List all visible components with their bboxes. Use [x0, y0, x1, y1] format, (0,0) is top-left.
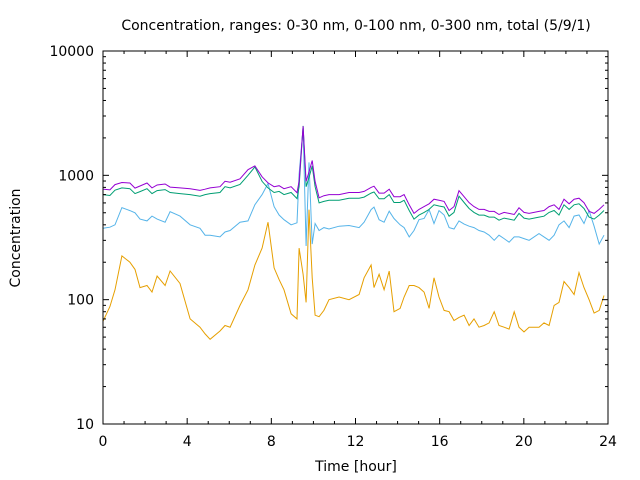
x-tick-label: 20 — [515, 434, 533, 450]
x-tick-label: 4 — [183, 434, 192, 450]
series-line-0-30-nm — [102, 209, 605, 340]
series-layer — [102, 125, 605, 340]
x-axis-label: Time [hour] — [314, 459, 397, 475]
x-tick-label: 0 — [99, 434, 108, 450]
x-tick-label: 24 — [599, 434, 617, 450]
plot-frame — [102, 50, 609, 425]
chart-title: Concentration, ranges: 0-30 nm, 0-100 nm… — [121, 18, 590, 34]
x-tick-label: 16 — [431, 434, 449, 450]
tick-layer — [102, 51, 609, 425]
y-tick-label: 100 — [67, 293, 94, 309]
series-line-0-300-nm — [102, 125, 605, 221]
y-axis-label: Concentration — [8, 188, 24, 287]
y-tick-label: 10 — [76, 417, 94, 433]
x-tick-label: 12 — [347, 434, 365, 450]
y-tick-label: 10000 — [49, 44, 94, 60]
tick-label-layer: 0 4 8 12 16 20 24 10 100 1000 10000 — [49, 44, 617, 450]
x-tick-label: 8 — [267, 434, 276, 450]
series-line-total — [102, 126, 605, 216]
series-line-0-100-nm — [102, 128, 605, 247]
y-tick-label: 1000 — [58, 168, 94, 184]
